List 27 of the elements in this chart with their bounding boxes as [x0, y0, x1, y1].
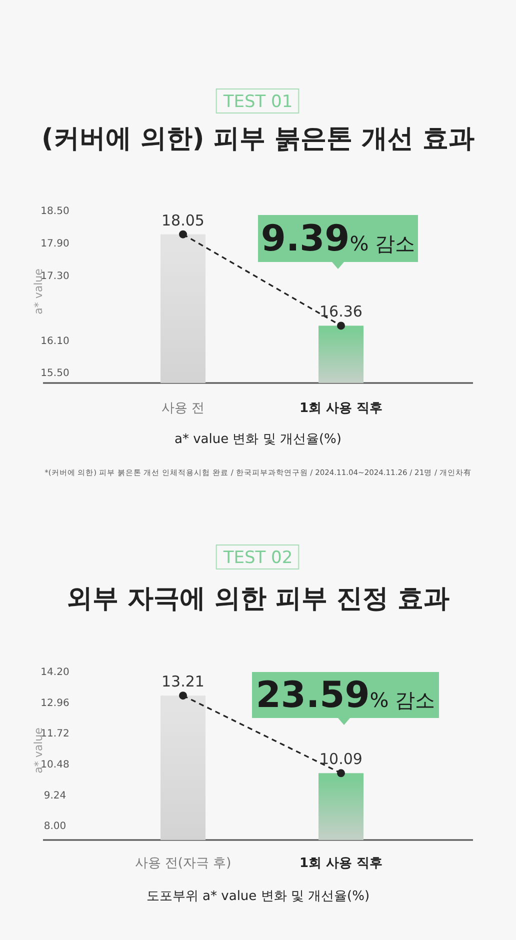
x-axis-title: a* value 변화 및 개선율(%): [174, 432, 342, 447]
y-tick-label: 17.30: [40, 270, 70, 282]
y-tick-label: 14.20: [40, 667, 70, 678]
data-label: 18.05: [162, 211, 204, 230]
y-tick-label: 10.48: [40, 759, 70, 770]
y-tick-label: 17.90: [40, 238, 70, 250]
chart-subtitle: TEST 02: [222, 548, 293, 568]
y-tick-label: 9.24: [44, 790, 66, 802]
x-tick-label: 사용 전(자극 후): [134, 856, 232, 871]
data-label: 16.36: [320, 302, 362, 321]
data-label: 13.21: [162, 672, 204, 691]
annotation: 9.39% 감소: [260, 218, 416, 260]
y-tick-label: 18.50: [40, 206, 70, 217]
y-tick-label: 16.10: [40, 336, 70, 347]
data-label: 10.09: [320, 750, 362, 768]
x-tick-label: 1회 사용 직후: [299, 401, 383, 416]
annotation: 23.59% 감소: [256, 675, 436, 716]
chart-title: (커버에 의한) 피부 붉은톤 개선 효과: [41, 124, 475, 154]
x-tick-label: 사용 전: [161, 401, 205, 416]
y-tick-label: 8.00: [44, 821, 66, 832]
x-tick-label: 1회 사용 직후: [299, 856, 383, 871]
y-tick-label: 11.72: [40, 728, 70, 740]
y-tick-label: 12.96: [40, 698, 70, 709]
y-tick-label: 15.50: [40, 368, 70, 380]
chart-title: 외부 자극에 의한 피부 진정 효과: [66, 584, 450, 614]
x-axis-title: 도포부위 a* value 변화 및 개선율(%): [146, 889, 370, 904]
chart-subtitle: TEST 01: [222, 92, 293, 112]
